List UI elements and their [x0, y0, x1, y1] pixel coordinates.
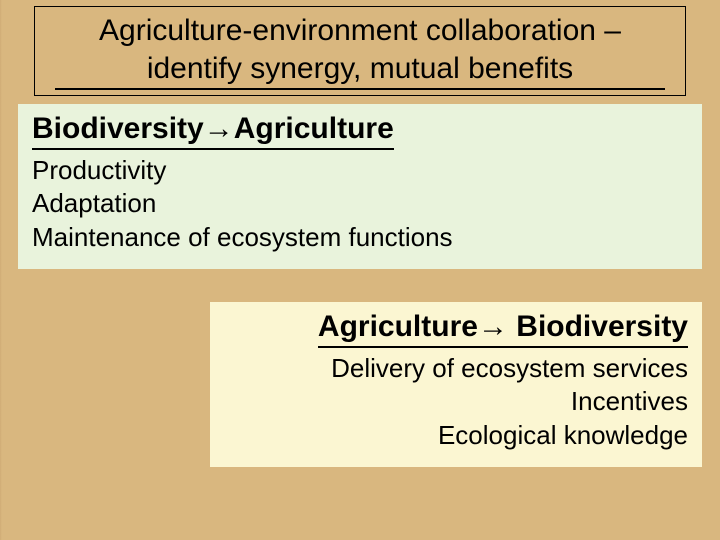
- list-item: Productivity: [32, 154, 688, 188]
- box2-heading-right: Biodiversity: [508, 310, 688, 343]
- box2-list: Delivery of ecosystem services Incentive…: [224, 352, 688, 453]
- arrow-right-icon: →: [204, 112, 234, 145]
- list-item: Incentives: [224, 385, 688, 419]
- box1-heading-right: Agriculture: [234, 112, 394, 145]
- box1-list: Productivity Adaptation Maintenance of e…: [32, 154, 688, 255]
- arrow-right-icon: →: [478, 310, 508, 343]
- box2-heading: Agriculture→ Biodiversity: [318, 310, 688, 348]
- box2-heading-left: Agriculture: [318, 310, 478, 343]
- title-box: Agriculture-environment collaboration – …: [34, 6, 686, 96]
- slide-title: Agriculture-environment collaboration – …: [55, 12, 665, 90]
- box1-heading: Biodiversity→Agriculture: [32, 112, 394, 150]
- list-item: Maintenance of ecosystem functions: [32, 221, 688, 255]
- box-agriculture-to-biodiversity: Agriculture→ Biodiversity Delivery of ec…: [210, 302, 702, 467]
- box1-heading-left: Biodiversity: [32, 112, 204, 145]
- list-item: Adaptation: [32, 187, 688, 221]
- list-item: Ecological knowledge: [224, 419, 688, 453]
- box-biodiversity-to-agriculture: Biodiversity→Agriculture Productivity Ad…: [18, 104, 702, 269]
- list-item: Delivery of ecosystem services: [224, 352, 688, 386]
